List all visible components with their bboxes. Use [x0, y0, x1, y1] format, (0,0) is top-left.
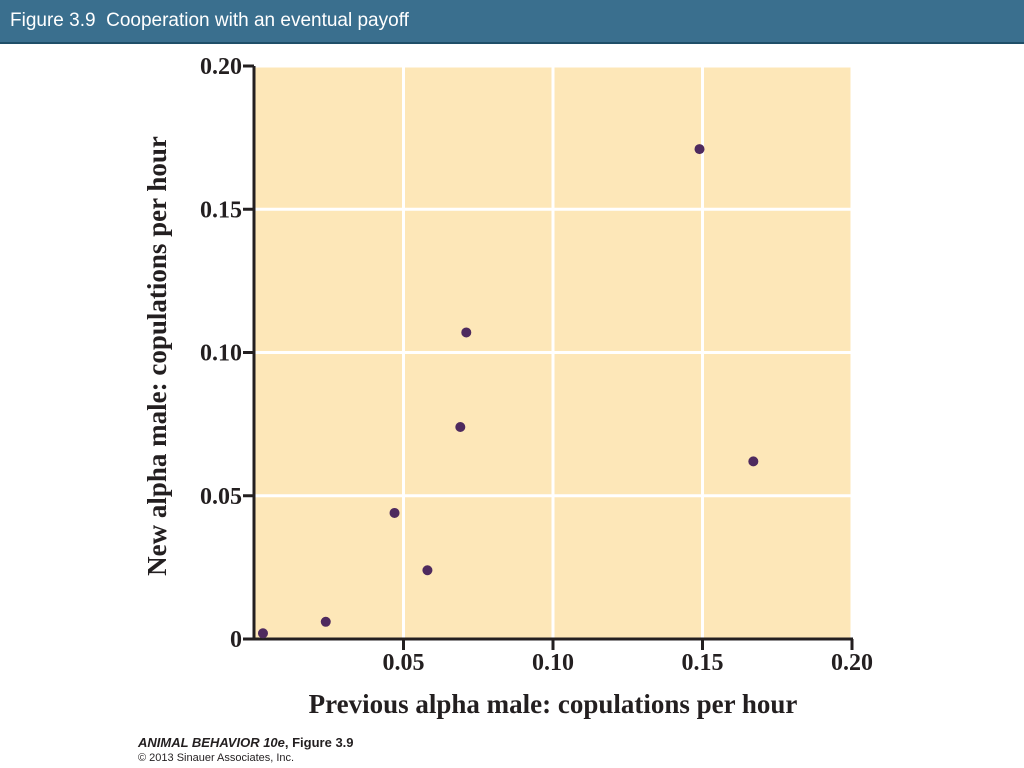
data-point-7: [748, 456, 759, 467]
y-axis-title: New alpha male: copulations per hour: [142, 136, 172, 576]
y-tick-label-0: 0: [230, 627, 242, 653]
data-point-5: [461, 327, 472, 338]
book-title: ANIMAL BEHAVIOR 10e: [138, 735, 285, 750]
data-point-6: [694, 144, 705, 155]
x-tick-label-1: 0.10: [532, 650, 574, 676]
data-point-2: [389, 507, 400, 518]
data-point-1: [320, 616, 331, 627]
book-credit: ANIMAL BEHAVIOR 10e, Figure 3.9: [138, 735, 354, 750]
slide-title: Figure 3.9 Cooperation with an eventual …: [10, 10, 409, 31]
data-point-3: [422, 565, 433, 576]
y-tick-label-3: 0.15: [200, 197, 242, 223]
x-tick-label-0: 0.05: [383, 650, 425, 676]
y-tick-label-4: 0.20: [200, 54, 242, 80]
title-bar: Figure 3.9 Cooperation with an eventual …: [0, 0, 1024, 44]
data-point-0: [257, 628, 268, 639]
y-tick-label-2: 0.10: [200, 341, 242, 367]
copyright-notice: © 2013 Sinauer Associates, Inc.: [138, 752, 295, 764]
y-tick-label-1: 0.05: [200, 484, 242, 510]
data-point-4: [455, 421, 466, 432]
x-axis-title: Previous alpha male: copulations per hou…: [309, 689, 798, 719]
figure-reference: , Figure 3.9: [284, 735, 354, 750]
x-tick-label-3: 0.20: [831, 650, 873, 676]
x-tick-label-2: 0.15: [682, 650, 724, 676]
